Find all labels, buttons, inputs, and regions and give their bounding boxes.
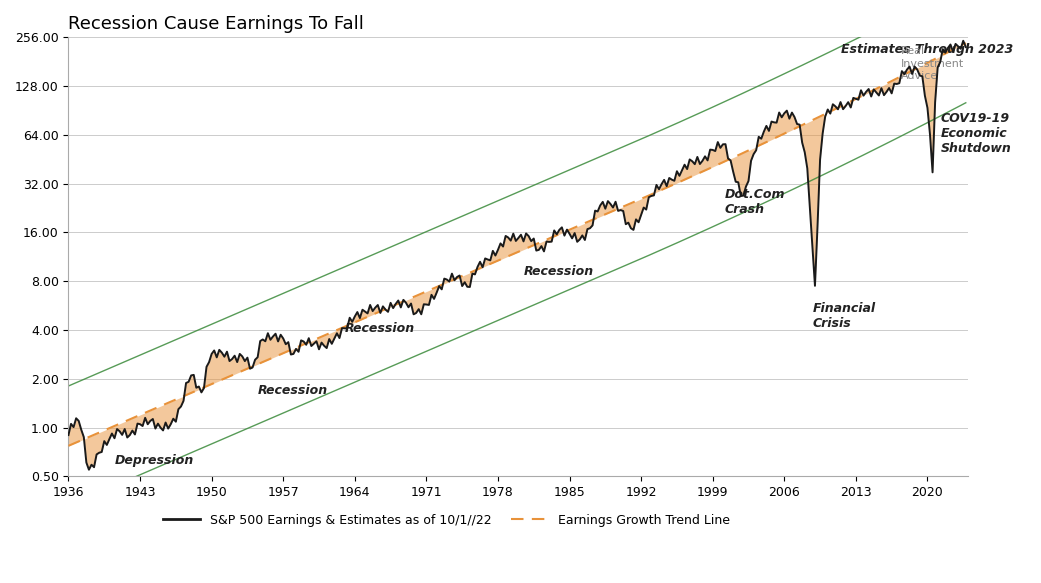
Text: COV19-19
Economic
Shutdown: COV19-19 Economic Shutdown (941, 113, 1012, 155)
Text: Estimates Through 2023: Estimates Through 2023 (840, 43, 1013, 56)
Text: Recession: Recession (345, 322, 414, 335)
Text: Real
Investment
Advice: Real Investment Advice (900, 46, 964, 81)
Text: Recession: Recession (258, 384, 328, 396)
Legend: S&P 500 Earnings & Estimates as of 10/1//22, Earnings Growth Trend Line: S&P 500 Earnings & Estimates as of 10/1/… (158, 508, 735, 532)
Text: Recession: Recession (524, 265, 593, 278)
Text: Recession Cause Earnings To Fall: Recession Cause Earnings To Fall (69, 15, 364, 33)
Text: Financial
Crisis: Financial Crisis (813, 301, 877, 329)
Text: Depression: Depression (115, 454, 194, 467)
Text: Dot.Com
Crash: Dot.Com Crash (725, 188, 786, 216)
